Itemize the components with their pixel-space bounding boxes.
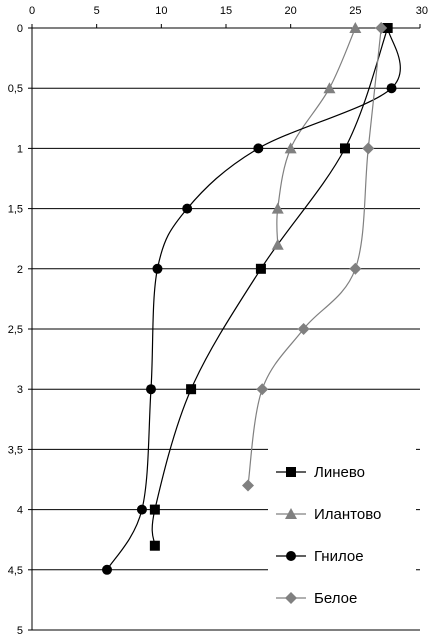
x-tick-label: 15 bbox=[220, 5, 232, 17]
legend-label: Илантово bbox=[314, 506, 381, 523]
data-point bbox=[339, 143, 350, 154]
legend-label: Гнилое bbox=[314, 548, 364, 565]
data-point bbox=[145, 384, 156, 395]
data-point bbox=[375, 22, 388, 34]
series-line bbox=[276, 27, 356, 245]
data-point bbox=[152, 263, 163, 274]
x-tick-label: 5 bbox=[94, 5, 100, 17]
y-tick-label: 2,5 bbox=[8, 324, 23, 336]
data-point bbox=[182, 203, 193, 214]
data-point bbox=[149, 540, 160, 551]
data-point bbox=[255, 263, 266, 274]
data-point bbox=[186, 384, 197, 395]
data-point bbox=[271, 238, 284, 250]
data-point bbox=[382, 23, 393, 33]
data-point bbox=[362, 142, 375, 155]
legend: Линево Илантово Гнилое Белое bbox=[268, 448, 416, 618]
x-tick-label: 0 bbox=[29, 5, 35, 17]
x-tick-label: 25 bbox=[349, 5, 361, 17]
legend-label: Линево bbox=[314, 464, 365, 481]
series-markers bbox=[102, 22, 397, 575]
data-point bbox=[136, 504, 147, 515]
data-point bbox=[349, 22, 362, 33]
y-tick-label: 0 bbox=[17, 23, 23, 35]
data-point bbox=[149, 504, 160, 515]
series-line bbox=[247, 27, 382, 486]
data-point bbox=[386, 83, 397, 94]
data-point bbox=[323, 82, 336, 94]
y-tick-label: 2 bbox=[17, 264, 23, 276]
series-line bbox=[106, 27, 401, 571]
legend-marker bbox=[285, 592, 297, 604]
gridlines bbox=[32, 87, 420, 631]
legend-label: Белое bbox=[314, 590, 357, 607]
data-point bbox=[241, 479, 254, 492]
data-point bbox=[256, 383, 269, 396]
legend-marker bbox=[285, 508, 297, 519]
data-point bbox=[284, 142, 297, 154]
x-tick-label: 30 bbox=[416, 5, 428, 17]
y-tick-label: 1,5 bbox=[8, 204, 23, 216]
y-tick-label: 3 bbox=[17, 384, 23, 396]
data-point bbox=[102, 564, 113, 575]
x-axis-ticks: 0 5 10 15 20 25 30 bbox=[29, 5, 428, 28]
data-point bbox=[271, 202, 284, 214]
data-point bbox=[253, 143, 264, 154]
data-point bbox=[349, 262, 362, 275]
x-tick-label: 20 bbox=[285, 5, 297, 17]
data-point bbox=[297, 323, 310, 335]
y-tick-label: 3,5 bbox=[8, 444, 23, 456]
legend-marker bbox=[286, 551, 296, 561]
y-tick-label: 4 bbox=[17, 505, 23, 517]
y-tick-label: 4,5 bbox=[8, 565, 23, 577]
x-tick-label: 10 bbox=[155, 5, 167, 17]
legend-marker bbox=[286, 467, 296, 477]
y-tick-label: 5 bbox=[17, 625, 23, 635]
y-tick-label: 0,5 bbox=[8, 83, 23, 95]
y-tick-label: 1 bbox=[17, 143, 23, 155]
y-axis-ticks: 0 0,5 1 1,5 2 2,5 3 3,5 4 4,5 5 bbox=[8, 23, 32, 635]
